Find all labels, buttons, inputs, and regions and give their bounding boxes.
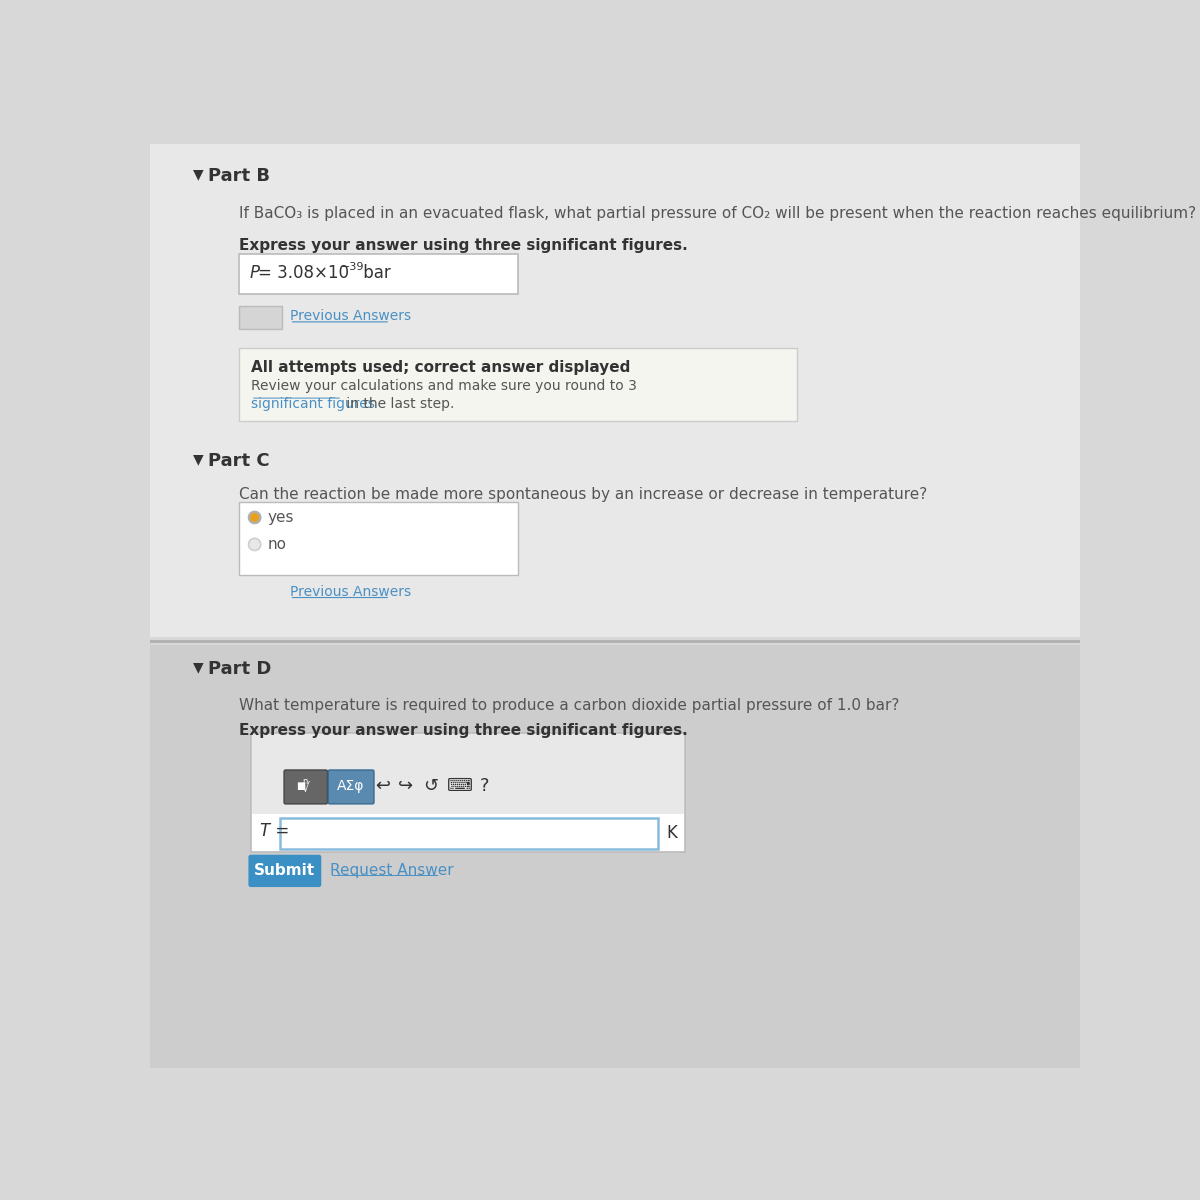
FancyBboxPatch shape [251,733,685,852]
FancyBboxPatch shape [329,770,374,804]
Text: √: √ [302,782,310,794]
FancyBboxPatch shape [281,817,659,848]
FancyBboxPatch shape [239,306,282,329]
Text: ↺: ↺ [422,778,438,796]
FancyBboxPatch shape [150,144,1080,637]
FancyBboxPatch shape [239,348,797,421]
Text: n: n [302,778,307,786]
Text: All attempts used; correct answer displayed: All attempts used; correct answer displa… [251,360,630,374]
FancyBboxPatch shape [248,854,322,887]
Circle shape [251,514,258,521]
Text: T =: T = [260,822,289,840]
FancyBboxPatch shape [150,644,1080,1068]
Text: If BaCO₃ is placed in an evacuated flask, what partial pressure of CO₂ will be p: If BaCO₃ is placed in an evacuated flask… [239,205,1196,221]
Text: Request Answer: Request Answer [330,863,454,878]
Text: P: P [250,264,259,282]
Text: no: no [268,536,287,552]
Text: ▼: ▼ [193,660,203,674]
Text: Express your answer using three significant figures.: Express your answer using three signific… [239,724,688,738]
Text: in the last step.: in the last step. [342,396,455,410]
Text: Part D: Part D [208,660,271,678]
Text: Can the reaction be made more spontaneous by an increase or decrease in temperat: Can the reaction be made more spontaneou… [239,487,928,502]
Text: significant figures: significant figures [251,396,374,410]
Text: ▼: ▼ [193,167,203,181]
Text: ■: ■ [295,781,305,791]
Text: Submit: Submit [254,863,316,878]
Text: Previous Answers: Previous Answers [289,586,410,599]
Text: Part B: Part B [208,167,270,185]
Text: = 3.08×10: = 3.08×10 [258,264,349,282]
FancyBboxPatch shape [239,254,518,294]
Text: bar: bar [358,264,390,282]
FancyBboxPatch shape [252,734,684,814]
Text: ↩: ↩ [374,778,390,796]
Text: ▼: ▼ [193,452,203,466]
Text: −39: −39 [341,262,364,272]
Text: Previous Answers: Previous Answers [289,310,410,324]
Text: yes: yes [268,510,294,524]
Text: Express your answer using three significant figures.: Express your answer using three signific… [239,238,688,253]
Text: ↪: ↪ [398,778,413,796]
Text: Review your calculations and make sure you round to 3: Review your calculations and make sure y… [251,379,641,392]
FancyBboxPatch shape [284,770,328,804]
Circle shape [248,511,260,523]
Text: ?: ? [480,778,490,796]
Text: Part C: Part C [208,452,270,470]
Text: ⌨: ⌨ [446,778,473,796]
Text: K: K [666,824,677,842]
FancyBboxPatch shape [239,502,518,575]
Circle shape [248,539,260,551]
Circle shape [250,540,259,550]
Text: What temperature is required to produce a carbon dioxide partial pressure of 1.0: What temperature is required to produce … [239,698,900,713]
Text: ΑΣφ: ΑΣφ [337,779,365,793]
